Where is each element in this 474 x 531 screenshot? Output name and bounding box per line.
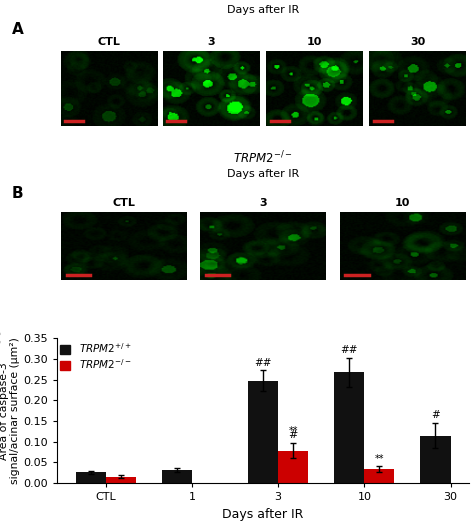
Text: #: # — [431, 410, 440, 420]
Text: #: # — [289, 431, 298, 441]
Text: **: ** — [374, 454, 384, 464]
Legend: $\mathit{TRPM2}^{+/+}$, $\mathit{TRPM2}^{-/-}$: $\mathit{TRPM2}^{+/+}$, $\mathit{TRPM2}^… — [60, 341, 131, 371]
Text: $\mathit{TRPM2}^{+/+}$: $\mathit{TRPM2}^{+/+}$ — [233, 0, 293, 2]
Bar — [365, 469, 394, 483]
Bar — [106, 477, 136, 483]
Bar — [278, 451, 308, 483]
Text: ##: ## — [340, 345, 358, 355]
Text: 30: 30 — [410, 37, 425, 47]
Text: 10: 10 — [395, 198, 410, 208]
Text: CTL: CTL — [98, 37, 120, 47]
Bar — [248, 381, 278, 483]
Text: $\mathit{TRPM2}^{-/-}$: $\mathit{TRPM2}^{-/-}$ — [233, 150, 293, 167]
Bar — [334, 372, 365, 483]
Bar — [420, 435, 450, 483]
Y-axis label: Area of caspase-3
signal/acinar surface (μm²): Area of caspase-3 signal/acinar surface … — [0, 337, 20, 484]
Text: A: A — [11, 22, 23, 37]
Text: 3: 3 — [259, 198, 267, 208]
Text: B: B — [11, 186, 23, 201]
Text: Days after IR: Days after IR — [227, 169, 299, 178]
Text: Days after IR: Days after IR — [227, 5, 299, 15]
Bar — [76, 473, 106, 483]
Text: 10: 10 — [307, 37, 322, 47]
Text: **: ** — [289, 426, 298, 436]
Text: ##: ## — [255, 357, 272, 367]
Text: CTL: CTL — [112, 198, 136, 208]
Bar — [162, 470, 192, 483]
Text: 3: 3 — [208, 37, 215, 47]
X-axis label: Days after IR: Days after IR — [222, 508, 304, 521]
